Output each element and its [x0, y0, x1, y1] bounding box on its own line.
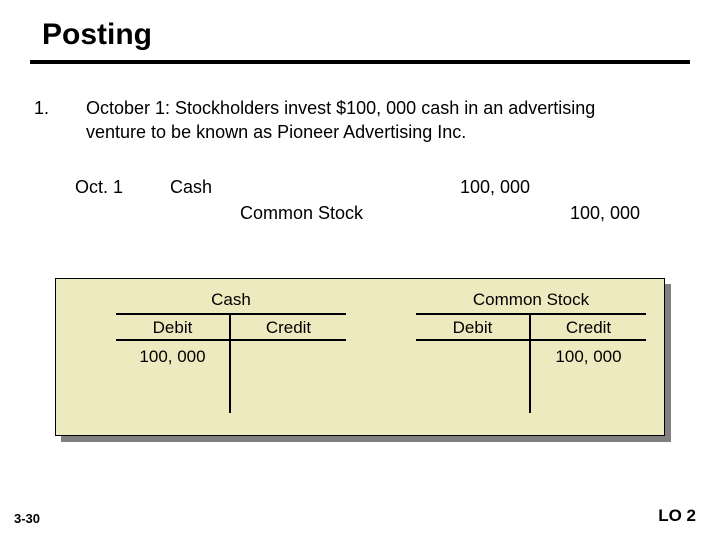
t-credit-header: Credit [231, 315, 346, 341]
t-account-panel: Cash Debit 100, 000 Credit Common Stock … [55, 278, 665, 436]
je-debit-amount: 100, 000 [460, 177, 570, 198]
transaction-description: 1.October 1: Stockholders invest $100, 0… [60, 96, 660, 145]
t-debit-header: Debit [116, 315, 229, 341]
je-date: Oct. 1 [75, 177, 170, 198]
je-debit-account: Cash [170, 177, 460, 198]
learning-objective: LO 2 [658, 506, 696, 526]
t-account-title-right: Common Stock [416, 287, 646, 313]
title-rule [30, 60, 690, 64]
je-credit-amount: 100, 000 [570, 203, 680, 224]
journal-entry: Oct. 1 Cash 100, 000 Common Stock 100, 0… [75, 175, 720, 227]
journal-entry-debit-row: Oct. 1 Cash 100, 000 [75, 175, 720, 201]
t-cs-debit-value [416, 341, 529, 373]
t-cash-debit-value: 100, 000 [116, 341, 229, 373]
journal-entry-credit-row: Common Stock 100, 000 [75, 201, 720, 227]
panel-box: Cash Debit 100, 000 Credit Common Stock … [55, 278, 665, 436]
t-account-title-left: Cash [116, 287, 346, 313]
t-account-common-stock: Common Stock Debit Credit 100, 000 [416, 287, 646, 413]
t-debit-header: Debit [416, 315, 529, 341]
t-account-cash: Cash Debit 100, 000 Credit [116, 287, 346, 413]
body-sentence: October 1: Stockholders invest $100, 000… [86, 98, 595, 142]
je-credit-account: Common Stock [170, 203, 460, 224]
t-cash-credit-value [231, 341, 346, 373]
slide-title: Posting [0, 0, 720, 60]
item-number: 1. [60, 96, 86, 120]
t-cs-credit-value: 100, 000 [531, 341, 646, 373]
page-number: 3-30 [14, 511, 40, 526]
t-credit-header: Credit [531, 315, 646, 341]
